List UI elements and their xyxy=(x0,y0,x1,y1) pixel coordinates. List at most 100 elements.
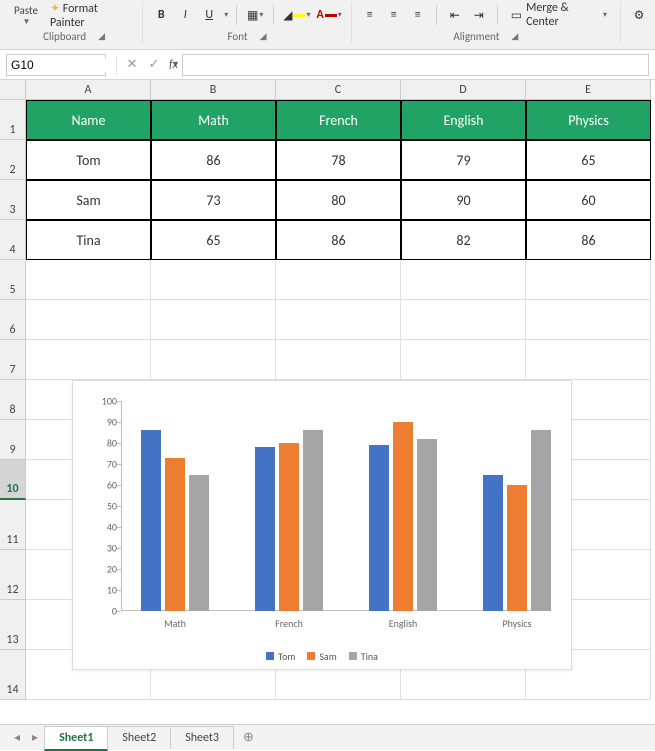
chart-x-label: Physics xyxy=(502,617,531,630)
cell[interactable] xyxy=(276,340,401,380)
cell[interactable]: 78 xyxy=(276,140,401,180)
sheet-tab[interactable]: Sheet1 xyxy=(44,726,108,751)
cell[interactable]: Sam xyxy=(26,180,151,220)
row-header[interactable]: 1 xyxy=(0,100,26,140)
underline-button[interactable]: U xyxy=(199,5,219,25)
cell[interactable]: 60 xyxy=(526,180,651,220)
formula-bar[interactable] xyxy=(182,54,649,76)
alignment-group-label: Alignment xyxy=(453,30,499,43)
row-header[interactable]: 4 xyxy=(0,220,26,260)
row-header[interactable]: 9 xyxy=(0,420,26,460)
dialog-launcher-icon[interactable]: ◢ xyxy=(511,31,518,42)
row-header[interactable]: 3 xyxy=(0,180,26,220)
dialog-launcher-icon[interactable]: ◢ xyxy=(98,31,105,42)
chart-bar xyxy=(255,447,275,611)
align-middle-button[interactable]: ≡ xyxy=(384,5,404,25)
cell[interactable]: 86 xyxy=(526,220,651,260)
row-header[interactable]: 2 xyxy=(0,140,26,180)
cell[interactable] xyxy=(526,340,651,380)
dialog-launcher-icon[interactable]: ◢ xyxy=(260,31,267,42)
row-header[interactable]: 10 xyxy=(0,460,26,500)
borders-button[interactable]: ▦▾ xyxy=(245,5,265,25)
sheet-tab[interactable]: Sheet2 xyxy=(107,726,171,749)
cell[interactable]: 73 xyxy=(151,180,276,220)
sheet-tab[interactable]: Sheet3 xyxy=(170,726,234,749)
increase-indent-button[interactable]: ⇥ xyxy=(469,5,489,25)
cell[interactable] xyxy=(151,260,276,300)
decrease-indent-button[interactable]: ⇤ xyxy=(445,5,465,25)
row-header[interactable]: 6 xyxy=(0,300,26,340)
cell[interactable]: 90 xyxy=(401,180,526,220)
legend-item: Tina xyxy=(349,650,378,663)
font-group-label: Font xyxy=(227,30,247,43)
select-all-button[interactable] xyxy=(0,80,26,100)
chart[interactable]: 0102030405060708090100MathFrenchEnglishP… xyxy=(72,380,572,670)
cell[interactable] xyxy=(401,340,526,380)
font-color-button[interactable]: A▾ xyxy=(315,5,342,25)
fill-color-button[interactable]: ◢▾ xyxy=(282,5,311,25)
cell[interactable]: Math xyxy=(151,100,276,140)
cell[interactable] xyxy=(151,340,276,380)
column-header[interactable]: A xyxy=(26,80,151,100)
cell[interactable]: Tina xyxy=(26,220,151,260)
cell[interactable] xyxy=(401,260,526,300)
cell[interactable] xyxy=(401,300,526,340)
row-header[interactable]: 8 xyxy=(0,380,26,420)
cell[interactable]: 65 xyxy=(526,140,651,180)
cell[interactable] xyxy=(26,340,151,380)
chart-bar xyxy=(369,445,389,611)
cell[interactable] xyxy=(26,260,151,300)
align-bottom-button[interactable]: ≡ xyxy=(408,5,428,25)
row-header[interactable]: 14 xyxy=(0,650,26,700)
cell[interactable]: Tom xyxy=(26,140,151,180)
row-header[interactable]: 5 xyxy=(0,260,26,300)
cell[interactable]: English xyxy=(401,100,526,140)
cell[interactable] xyxy=(151,300,276,340)
add-sheet-button[interactable]: ⊕ xyxy=(243,730,254,745)
merge-center-button[interactable]: ▭ Merge & Center ▾ xyxy=(506,5,612,25)
fx-icon[interactable]: fx xyxy=(169,58,178,72)
legend-item: Tom xyxy=(266,650,295,663)
row-header[interactable]: 11 xyxy=(0,500,26,550)
chart-x-label: Math xyxy=(164,617,186,630)
cell[interactable]: Physics xyxy=(526,100,651,140)
cell[interactable]: 82 xyxy=(401,220,526,260)
bold-button[interactable]: B xyxy=(151,5,171,25)
cell[interactable]: 86 xyxy=(276,220,401,260)
number-format-button[interactable]: ⚙ xyxy=(629,5,649,25)
row-header[interactable]: 12 xyxy=(0,550,26,600)
cell[interactable] xyxy=(526,300,651,340)
name-box[interactable]: ▼ xyxy=(6,54,106,76)
ribbon-groups: Paste ▼ ✦ Format Painter Clipboard ◢ B I… xyxy=(6,2,649,43)
format-painter-button[interactable]: ✦ Format Painter xyxy=(50,1,134,30)
paste-button[interactable]: Paste ▼ xyxy=(14,4,38,27)
cell[interactable] xyxy=(276,300,401,340)
chart-x-label: French xyxy=(275,617,303,630)
column-header[interactable]: D xyxy=(401,80,526,100)
enter-formula-button[interactable]: ✓ xyxy=(143,57,165,72)
cell[interactable]: French xyxy=(276,100,401,140)
cell[interactable] xyxy=(26,300,151,340)
chart-y-label: 90 xyxy=(93,416,117,429)
chart-y-label: 70 xyxy=(93,458,117,471)
column-header[interactable]: B xyxy=(151,80,276,100)
cell[interactable] xyxy=(276,260,401,300)
row-header[interactable]: 7 xyxy=(0,340,26,380)
cell[interactable]: Name xyxy=(26,100,151,140)
sheet-nav-prev[interactable]: ◂ xyxy=(8,730,26,745)
align-top-button[interactable]: ≡ xyxy=(360,5,380,25)
ribbon: Paste ▼ ✦ Format Painter Clipboard ◢ B I… xyxy=(0,0,655,50)
column-header[interactable]: E xyxy=(526,80,651,100)
cell[interactable]: 80 xyxy=(276,180,401,220)
cancel-formula-button[interactable]: ✕ xyxy=(121,57,143,72)
cell[interactable]: 65 xyxy=(151,220,276,260)
separator xyxy=(236,5,237,25)
italic-button[interactable]: I xyxy=(175,5,195,25)
cell[interactable] xyxy=(526,260,651,300)
chevron-down-icon[interactable]: ▾ xyxy=(224,10,228,20)
cell[interactable]: 79 xyxy=(401,140,526,180)
cell[interactable]: 86 xyxy=(151,140,276,180)
row-header[interactable]: 13 xyxy=(0,600,26,650)
sheet-nav-next[interactable]: ▸ xyxy=(26,730,44,745)
column-header[interactable]: C xyxy=(276,80,401,100)
